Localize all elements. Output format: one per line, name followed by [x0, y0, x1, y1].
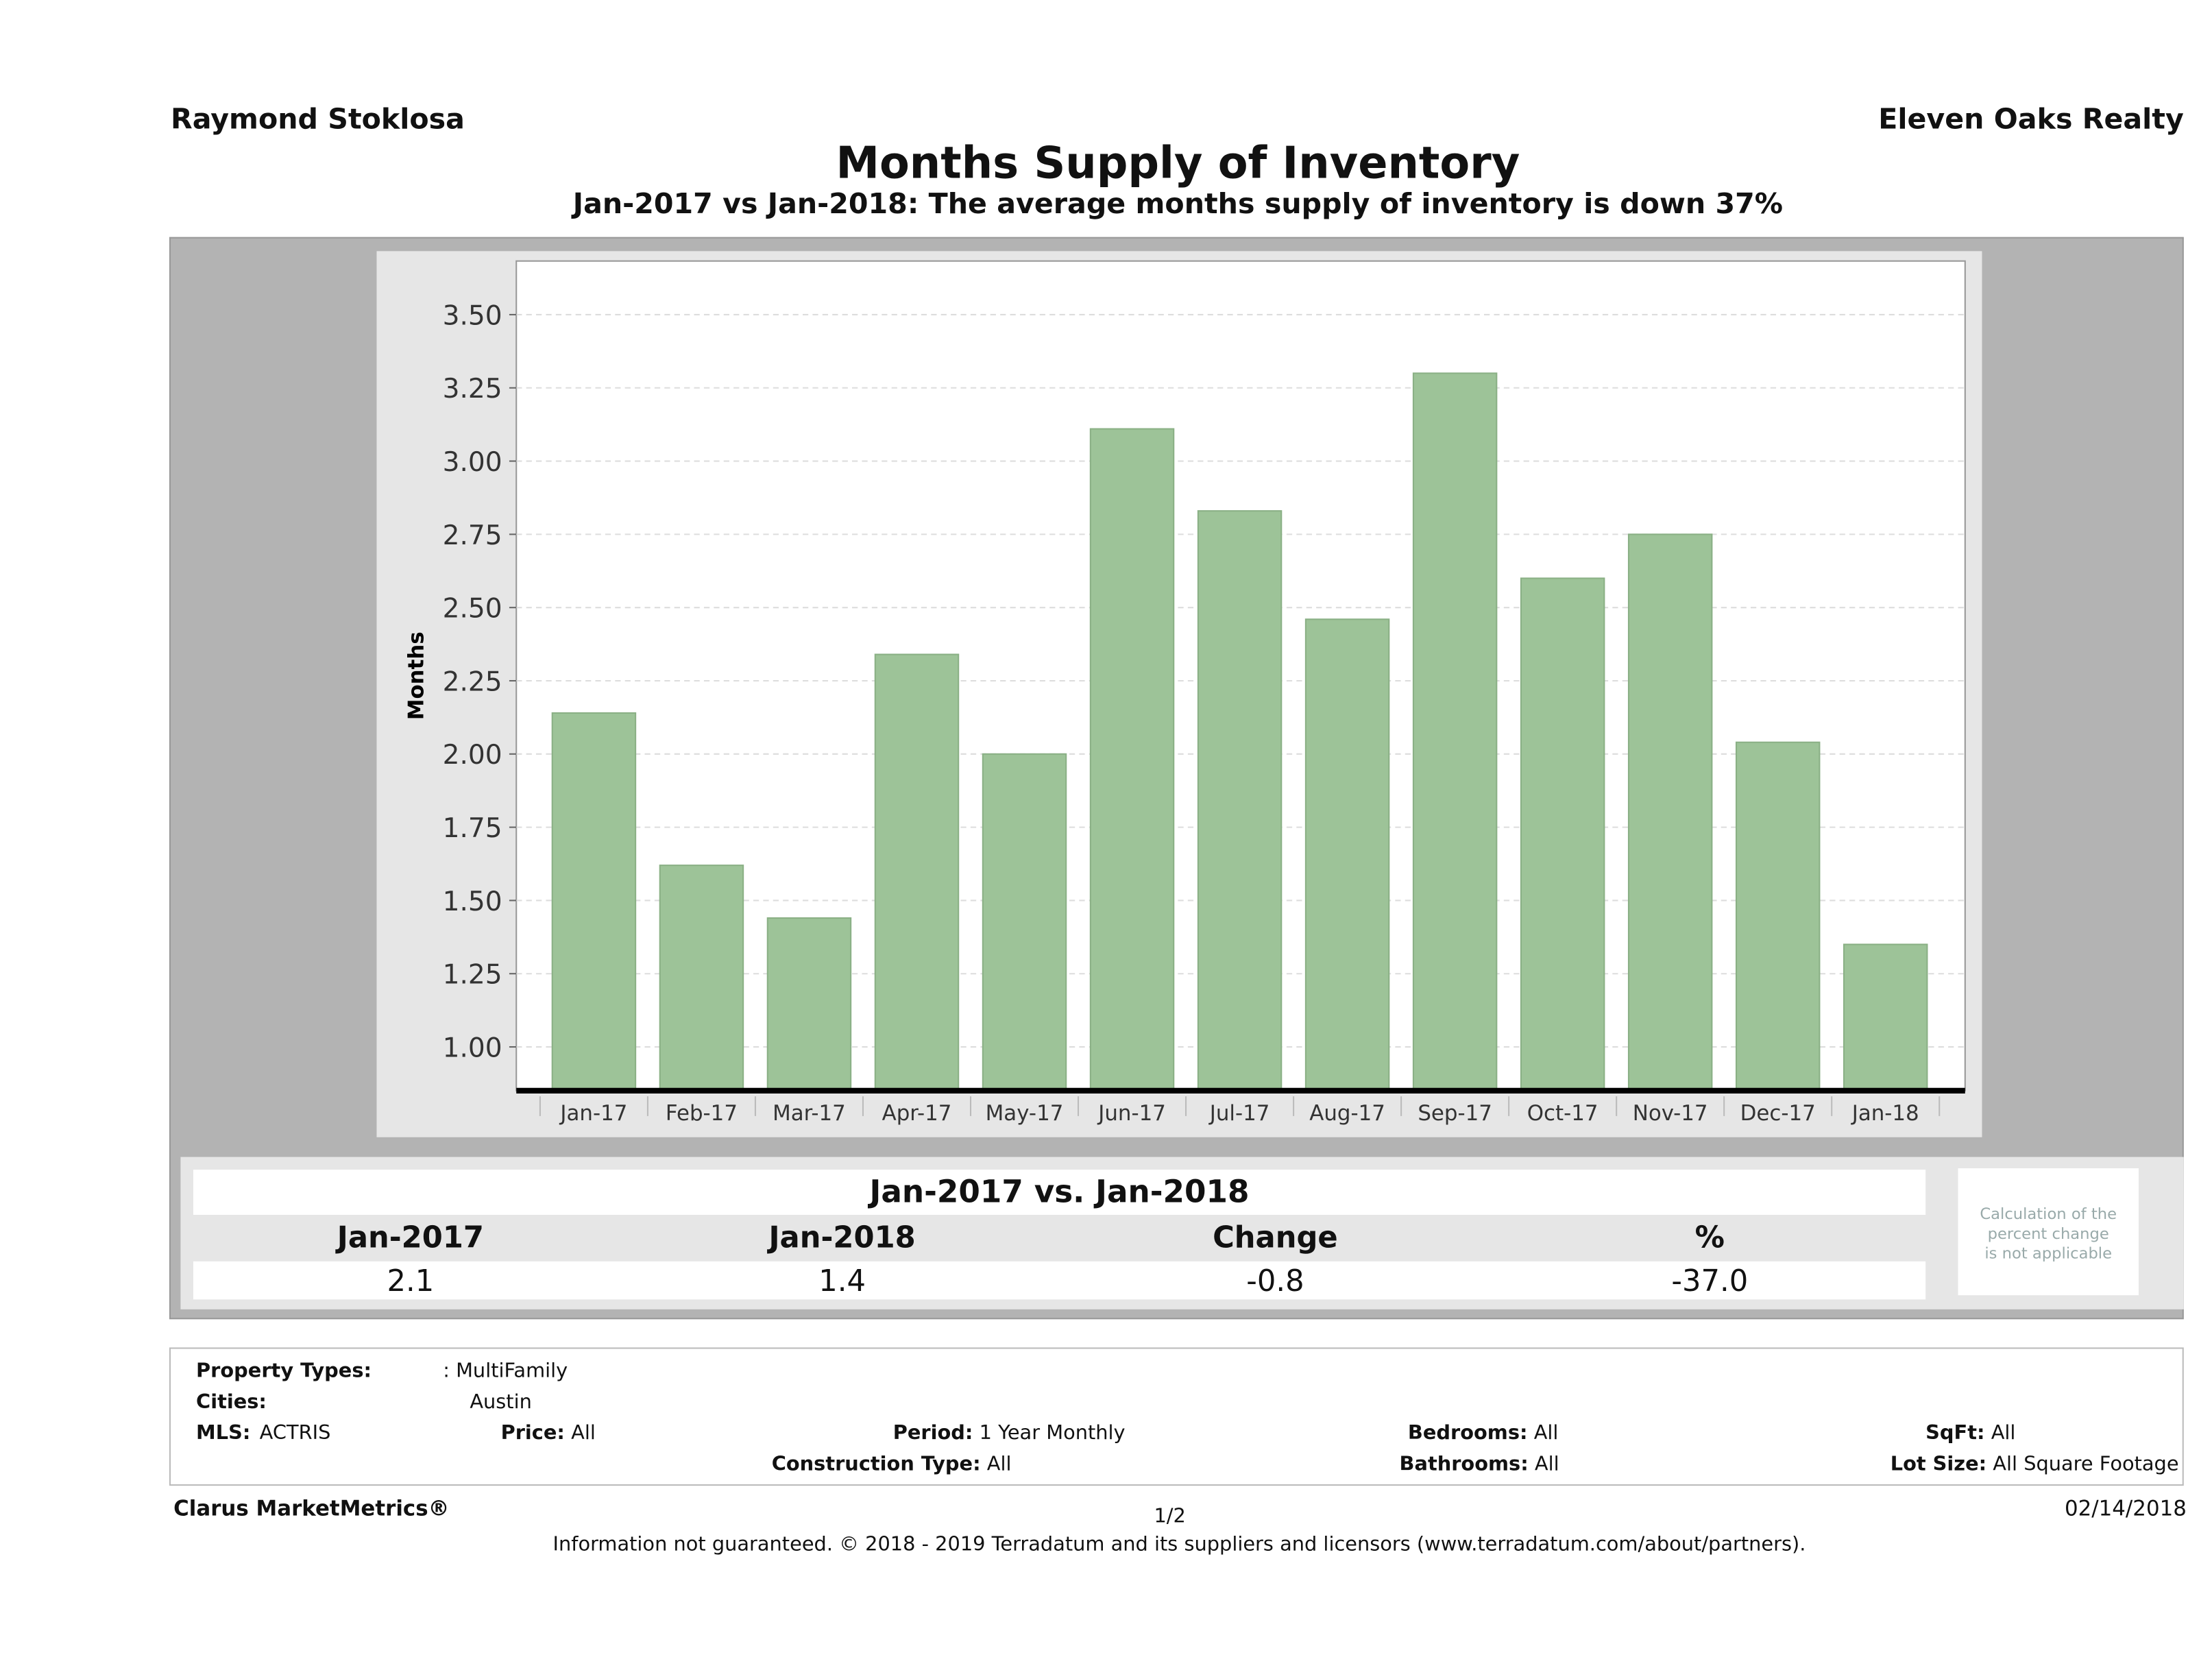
property-types-value: : MultiFamily — [443, 1360, 568, 1383]
bar-aug-17 — [1304, 618, 1390, 1091]
mls-value: ACTRIS — [259, 1422, 331, 1445]
brokerage-name: Eleven Oaks Realty — [1878, 101, 2184, 136]
note-line: Calculation of the — [1980, 1205, 2117, 1224]
summary-table: Jan-2017 vs. Jan-2018 Jan-2017 Jan-2018 … — [180, 1157, 2184, 1309]
x-tick-label: May-17 — [986, 1101, 1064, 1126]
bar-jun-17 — [1089, 428, 1175, 1091]
y-tick-label: 3.50 — [443, 300, 502, 331]
chart-subtitle: Jan-2017 vs Jan-2018: The average months… — [572, 186, 1784, 221]
construction-value: All — [986, 1453, 1012, 1476]
bathrooms-value: All — [1534, 1453, 1559, 1476]
y-tick-label: 1.25 — [443, 960, 502, 991]
note-line: is not applicable — [1984, 1244, 2113, 1263]
bar-apr-17 — [874, 653, 960, 1091]
y-tick-label: 2.50 — [443, 594, 502, 625]
header-change: Change — [1213, 1220, 1338, 1255]
sqft-label: SqFt: — [1925, 1422, 1985, 1445]
value-percent: -37.0 — [1671, 1264, 1749, 1298]
disclaimer: Information not guaranteed. © 2018 - 201… — [552, 1534, 1806, 1556]
y-tick-label: 2.25 — [443, 666, 502, 697]
value-jan-2018: 1.4 — [818, 1264, 866, 1298]
x-tick-label: Jun-17 — [1097, 1101, 1166, 1126]
y-axis-label: Months — [404, 631, 428, 720]
bar-jan-17 — [551, 712, 637, 1091]
agent-name: Raymond Stoklosa — [171, 101, 465, 136]
bar-oct-17 — [1520, 577, 1605, 1091]
mls-label: MLS: — [196, 1422, 251, 1445]
x-tick-label: Jul-17 — [1208, 1101, 1270, 1126]
x-tick-label: Apr-17 — [882, 1101, 952, 1126]
brand: Clarus MarketMetrics® — [173, 1495, 450, 1521]
x-tick-label: Nov-17 — [1633, 1101, 1708, 1126]
x-tick-label: Aug-17 — [1309, 1101, 1385, 1126]
bar-jan-18 — [1843, 943, 1928, 1091]
sqft-value: All — [1991, 1422, 2016, 1445]
lot-size-value: All Square Footage — [1993, 1453, 2179, 1476]
bar-nov-17 — [1627, 533, 1713, 1091]
x-tick-label: Jan-17 — [559, 1101, 627, 1126]
y-tick-label: 1.75 — [443, 813, 502, 844]
report-date: 02/14/2018 — [2064, 1495, 2187, 1521]
page-number: 1/2 — [1154, 1505, 1186, 1528]
bar-may-17 — [982, 753, 1067, 1091]
bedrooms-value: All — [1533, 1422, 1559, 1445]
y-tick-label: 3.25 — [443, 374, 502, 404]
percent-note: Calculation of the percent change is not… — [1958, 1168, 2139, 1296]
x-tick-label: Dec-17 — [1740, 1101, 1816, 1126]
cities-value: Austin — [470, 1391, 532, 1414]
y-tick-label: 2.75 — [443, 520, 502, 551]
construction-label: Construction Type: — [771, 1453, 981, 1476]
bar-mar-17 — [766, 917, 852, 1091]
bar-dec-17 — [1735, 741, 1821, 1091]
bathrooms-label: Bathrooms: — [1399, 1453, 1529, 1476]
period-value: 1 Year Monthly — [979, 1422, 1126, 1445]
y-tick-label: 1.50 — [443, 886, 502, 917]
period-label: Period: — [892, 1422, 973, 1445]
x-tick-label: Jan-18 — [1851, 1101, 1919, 1126]
value-jan-2017: 2.1 — [387, 1264, 435, 1298]
property-types-label: Property Types: — [196, 1360, 372, 1383]
lot-size-label: Lot Size: — [1890, 1453, 1987, 1476]
x-tick-label: Oct-17 — [1527, 1101, 1599, 1126]
summary-title: Jan-2017 vs. Jan-2018 — [193, 1170, 1926, 1215]
bedrooms-label: Bedrooms: — [1407, 1422, 1528, 1445]
price-label: Price: — [500, 1422, 565, 1445]
bar-jul-17 — [1197, 510, 1283, 1091]
header-jan-2018: Jan-2018 — [768, 1220, 916, 1255]
header-jan-2017: Jan-2017 — [337, 1220, 484, 1255]
y-tick-label: 1.00 — [443, 1032, 502, 1063]
filter-info: Property Types: : MultiFamily Cities: Au… — [169, 1347, 2184, 1486]
bar-sep-17 — [1412, 372, 1498, 1091]
header-percent: % — [1694, 1220, 1725, 1255]
bar-chart: 1.00 1.25 1.50 1.75 2.00 2.25 2.50 2.75 3.00 3.25… — [404, 260, 1966, 1126]
x-tick-label: Sep-17 — [1418, 1101, 1492, 1126]
x-tick-label: Feb-17 — [666, 1101, 738, 1126]
value-change: -0.8 — [1246, 1264, 1304, 1298]
chart-area: 1.00 1.25 1.50 1.75 2.00 2.25 2.50 2.75 3.00 3.25… — [376, 251, 1982, 1137]
chart-title: Months Supply of Inventory — [836, 138, 1520, 189]
price-value: All — [571, 1422, 596, 1445]
y-tick-label: 3.00 — [443, 447, 502, 478]
y-tick-label: 2.00 — [443, 740, 502, 771]
cities-label: Cities: — [196, 1391, 267, 1414]
bar-feb-17 — [659, 865, 744, 1091]
note-line: percent change — [1987, 1224, 2109, 1244]
x-tick-label: Mar-17 — [773, 1101, 846, 1126]
